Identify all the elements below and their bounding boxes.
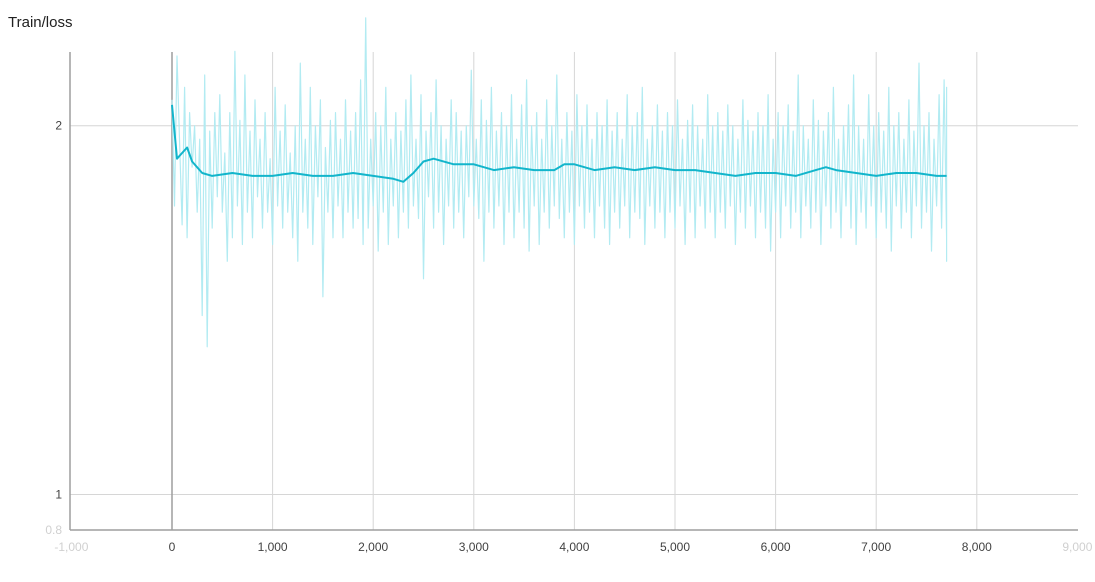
x-tick-labels: -1,000 0 1,000 2,000 3,000 4,000 5,000 6,000 7,0… <box>54 540 1092 554</box>
x-tick-label: 9,000 <box>1062 540 1092 554</box>
x-tick-label: 6,000 <box>761 540 791 554</box>
grid-lines <box>70 52 1078 530</box>
x-tick-label: 1,000 <box>258 540 288 554</box>
x-tick-label: 2,000 <box>358 540 388 554</box>
raw-loss-line <box>171 17 948 348</box>
x-tick-label: 7,000 <box>861 540 891 554</box>
y-tick-label: 2 <box>55 119 62 133</box>
raw-series <box>171 17 948 348</box>
x-tick-label: 0 <box>169 540 176 554</box>
y-tick-labels: 0.8123 <box>45 119 62 537</box>
chart-title: Train/loss <box>8 14 73 31</box>
y-tick-label: 1 <box>55 488 62 502</box>
x-tick-label: 5,000 <box>660 540 690 554</box>
axes <box>69 52 1078 531</box>
x-tick-label: 8,000 <box>962 540 992 554</box>
smoothed-loss-line <box>171 104 947 183</box>
y-tick-label: 0.8 <box>45 523 62 537</box>
x-tick-label: 3,000 <box>459 540 489 554</box>
x-tick-label: 4,000 <box>559 540 589 554</box>
smoothed-series <box>171 104 947 183</box>
x-tick-label: -1,000 <box>54 540 88 554</box>
